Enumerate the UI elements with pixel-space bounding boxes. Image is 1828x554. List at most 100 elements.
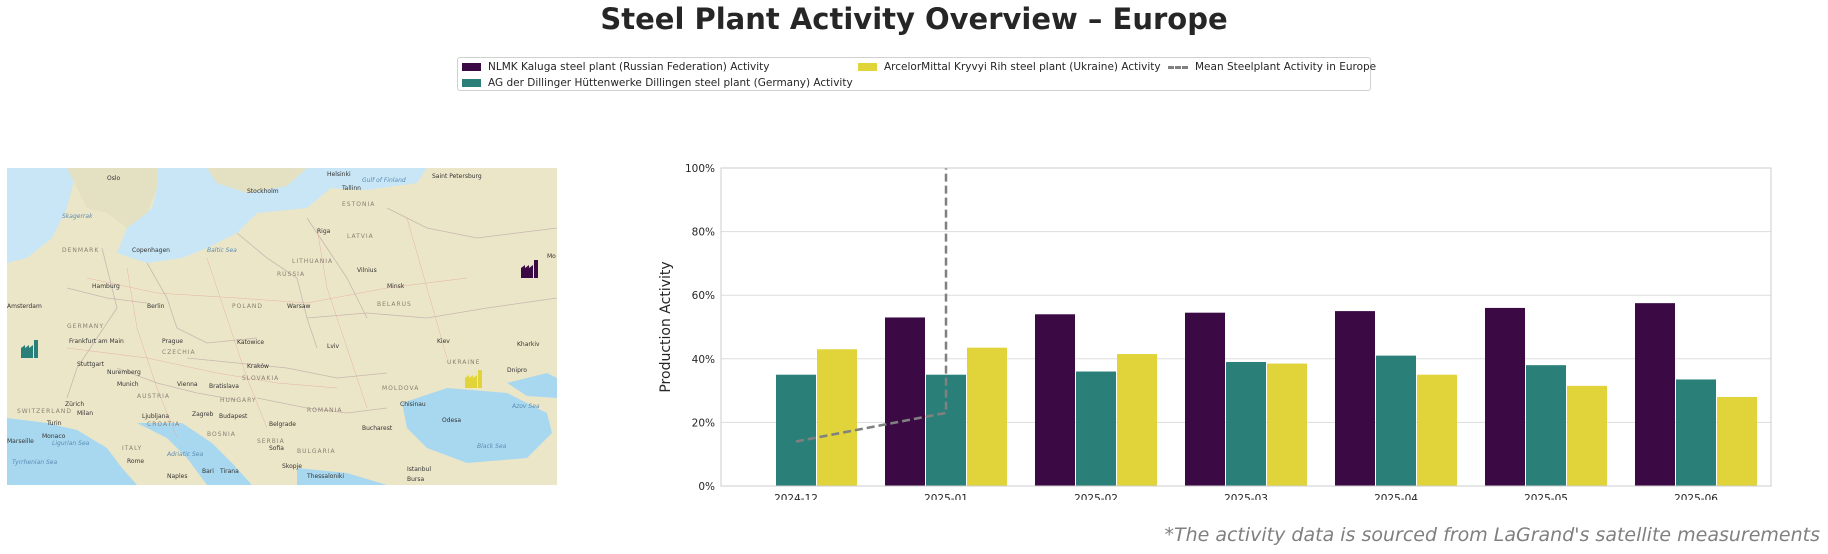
bar-1-3 bbox=[1226, 361, 1266, 486]
map-label: Kiev bbox=[437, 338, 450, 345]
map-label: Amsterdam bbox=[7, 303, 42, 310]
y-axis-label: Production Activity bbox=[658, 261, 674, 392]
map-label: MOLDOVA bbox=[382, 385, 419, 392]
legend-item-arcelormittal: ArcelorMittal Kryvyi Rih steel plant (Uk… bbox=[858, 61, 1161, 73]
map-sea-med-west bbox=[7, 418, 137, 485]
map-label: Copenhagen bbox=[132, 247, 170, 254]
bar-0-3 bbox=[1185, 312, 1225, 486]
chimney-icon bbox=[34, 340, 38, 358]
legend: NLMK Kaluga steel plant (Russian Federat… bbox=[457, 57, 1376, 91]
map-label: Riga bbox=[317, 228, 331, 235]
marker-kryvyi-rih bbox=[465, 370, 482, 388]
mean-line-group bbox=[795, 168, 948, 443]
bar-0-4 bbox=[1335, 311, 1375, 486]
map-label: Skagerrak bbox=[62, 213, 93, 220]
map-label: Kraków bbox=[247, 363, 269, 370]
map-label: Helsinki bbox=[327, 171, 351, 178]
legend-label-arcelormittal: ArcelorMittal Kryvyi Rih steel plant (Uk… bbox=[884, 61, 1161, 73]
map-label: SWITZERLAND bbox=[17, 408, 72, 415]
bar-0-6 bbox=[1635, 303, 1675, 486]
legend-label-dillinger: AG der Dillinger Hüttenwerke Dillingen s… bbox=[488, 77, 853, 89]
map-label: Kharkiv bbox=[517, 341, 540, 348]
map-label: Nuremberg bbox=[107, 369, 141, 376]
y-tick-label: 80% bbox=[692, 227, 715, 239]
y-axis-ticks: 0% 20% 40% 60% 80% 100% bbox=[685, 163, 715, 493]
map-canvas: Oslo Stockholm Helsinki Saint Petersburg Tal… bbox=[7, 168, 557, 485]
chart-title: Steel Plant Activity Overview – Europe bbox=[600, 2, 1228, 36]
x-tick-label: 2025-01 bbox=[924, 493, 968, 500]
map-sea-azov bbox=[507, 373, 557, 398]
map-labels: Oslo Stockholm Helsinki Saint Petersburg Tal… bbox=[7, 171, 556, 483]
map-label: Marseille bbox=[7, 438, 34, 445]
bar-2-4 bbox=[1417, 374, 1457, 486]
map-label: Dnipro bbox=[507, 367, 527, 374]
europe-map: Oslo Stockholm Helsinki Saint Petersburg Tal… bbox=[7, 168, 557, 485]
map-land-finland bbox=[207, 168, 307, 193]
y-tick-label: 100% bbox=[685, 163, 715, 175]
map-label: Munich bbox=[117, 381, 139, 388]
map-label: Minsk bbox=[387, 283, 405, 290]
map-label: Warsaw bbox=[287, 303, 310, 310]
map-label: Tyrrhenian Sea bbox=[12, 459, 57, 466]
map-label: Lviv bbox=[327, 343, 340, 350]
bar-2-5 bbox=[1567, 385, 1607, 486]
map-label: BOSNIA bbox=[207, 431, 236, 438]
map-label: Tallinn bbox=[341, 185, 361, 192]
bar-1-6 bbox=[1676, 379, 1716, 486]
map-label: Stuttgart bbox=[77, 361, 105, 368]
chart-bars bbox=[776, 303, 1757, 486]
legend-dash-mean bbox=[1168, 65, 1188, 69]
map-label: Hamburg bbox=[92, 283, 120, 290]
bar-1-5 bbox=[1526, 365, 1566, 486]
map-label: Belgrade bbox=[269, 421, 296, 428]
map-label: Thessaloniki bbox=[306, 473, 344, 480]
map-roads bbox=[66, 217, 468, 439]
x-tick-label: 2025-05 bbox=[1524, 493, 1568, 500]
bar-2-0 bbox=[817, 349, 857, 486]
bar-0-2 bbox=[1035, 314, 1075, 486]
legend-label-mean: Mean Steelplant Activity in Europe bbox=[1195, 61, 1377, 73]
bar-1-0 bbox=[776, 374, 816, 486]
map-label: Gulf of Finland bbox=[362, 177, 406, 184]
legend-swatch-dillinger bbox=[462, 79, 481, 87]
map-label: BULGARIA bbox=[297, 448, 336, 455]
map-label: Ljubljana bbox=[142, 413, 169, 420]
map-label: SLOVAKIA bbox=[242, 375, 279, 382]
x-tick-label: 2025-04 bbox=[1374, 493, 1418, 500]
factory-icon bbox=[465, 375, 477, 388]
map-label: Baltic Sea bbox=[207, 247, 237, 254]
map-label: CZECHIA bbox=[162, 349, 196, 356]
map-sea-adriatic bbox=[137, 423, 252, 485]
map-label: Mo bbox=[547, 253, 556, 260]
map-label: Bucharest bbox=[362, 425, 393, 432]
plot-frame bbox=[720, 167, 1772, 487]
y-tick-label: 60% bbox=[692, 290, 715, 302]
map-label: Ligurian Sea bbox=[52, 440, 90, 447]
marker-nlmk-kaluga bbox=[521, 260, 538, 278]
bar-0-1 bbox=[885, 317, 925, 486]
map-label: Istanbul bbox=[407, 466, 431, 473]
map-label: Turin bbox=[46, 420, 62, 427]
map-label: Katowice bbox=[237, 339, 264, 346]
x-tick-label: 2025-03 bbox=[1224, 493, 1268, 500]
map-label: Saint Petersburg bbox=[432, 173, 482, 180]
map-label: Adriatic Sea bbox=[166, 451, 203, 458]
map-label: HUNGARY bbox=[220, 397, 257, 404]
legend-item-dillinger: AG der Dillinger Hüttenwerke Dillingen s… bbox=[462, 77, 853, 89]
map-label: SERBIA bbox=[257, 438, 285, 445]
factory-icon bbox=[21, 345, 33, 358]
map-label: LATVIA bbox=[347, 233, 374, 240]
mean-line bbox=[795, 168, 948, 443]
bar-1-4 bbox=[1376, 355, 1416, 486]
map-label: ITALY bbox=[122, 445, 142, 452]
x-axis-ticks: 2024-12 2025-01 2025-02 2025-03 2025-04 2025-… bbox=[774, 493, 1718, 505]
map-label: Oslo bbox=[107, 175, 121, 182]
x-tick-label: 2025-02 bbox=[1074, 493, 1118, 500]
map-sea-baltic bbox=[117, 168, 337, 263]
map-label: BELARUS bbox=[377, 301, 412, 308]
legend-item-mean: Mean Steelplant Activity in Europe bbox=[1168, 61, 1376, 73]
map-label: ESTONIA bbox=[342, 201, 375, 208]
map-label: Vilnius bbox=[357, 267, 377, 274]
activity-chart: 0% 20% 40% 60% 80% 100% 2024-12 2025-01 2025-02… bbox=[640, 150, 1820, 505]
map-label: Stockholm bbox=[247, 188, 279, 195]
